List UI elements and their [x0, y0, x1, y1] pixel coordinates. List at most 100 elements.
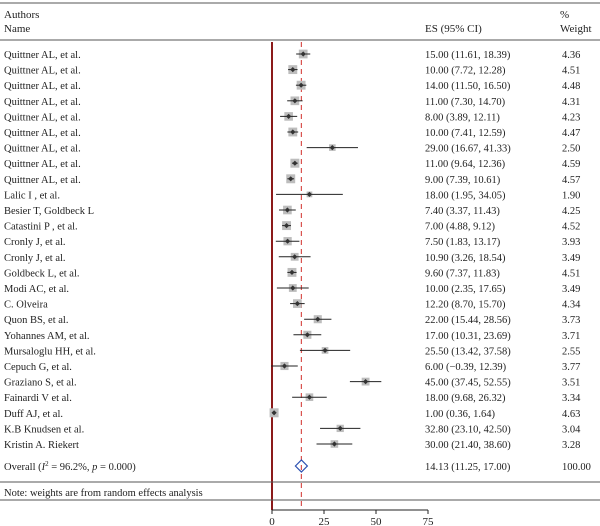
es-ci-text: 10.90 (3.26, 18.54) — [425, 253, 506, 264]
weight-value: 4.63 — [562, 409, 580, 420]
weight-value: 4.57 — [562, 175, 580, 186]
weight-value: 3.51 — [562, 378, 580, 389]
study-row: Quittner AL, et al. 15.00 (11.61, 18.39) 4… — [4, 49, 580, 61]
point-estimate — [286, 113, 292, 119]
point-estimate — [284, 207, 290, 213]
study-row: Quittner AL, et al. 11.00 (7.30, 14.70) 4.… — [4, 96, 580, 108]
weight-value: 1.90 — [562, 190, 580, 201]
study-name: Cronly J, et al. — [4, 253, 66, 264]
es-ci-text: 14.00 (11.50, 16.50) — [425, 81, 511, 92]
es-ci-text: 9.60 (7.37, 11.83) — [425, 268, 500, 279]
es-ci-text: 8.00 (3.89, 12.11) — [425, 112, 500, 123]
study-name: Lalic I , et al. — [4, 190, 60, 201]
es-ci-text: 9.00 (7.39, 10.61) — [425, 175, 501, 186]
study-row: Graziano S, et al. 45.00 (37.45, 52.55) 3.… — [4, 378, 580, 389]
weight-value: 3.34 — [562, 393, 581, 404]
es-header: ES (95% CI) — [425, 23, 482, 35]
x-axis: 0 25 50 75 — [269, 509, 435, 526]
study-name: Quittner AL, et al. — [4, 159, 81, 170]
point-estimate — [304, 332, 310, 338]
es-ci-text: 11.00 (7.30, 14.70) — [425, 97, 506, 108]
overall-diamond — [294, 459, 309, 473]
overall-weight: 100.00 — [562, 462, 591, 473]
study-row: Cronly J, et al. 7.50 (1.83, 13.17) 3.93 — [4, 237, 580, 248]
point-estimate — [289, 269, 295, 275]
study-row: Yohannes AM, et al. 17.00 (10.31, 23.69) 3… — [4, 330, 580, 342]
study-row: Duff AJ, et al. 1.00 (0.36, 1.64) 4.63 — [4, 408, 580, 420]
weight-value: 4.52 — [562, 222, 580, 233]
point-estimate — [271, 410, 277, 416]
es-ci-text: 10.00 (2.35, 17.65) — [425, 284, 506, 295]
study-row: Mursaloglu HH, et al. 25.50 (13.42, 37.58… — [4, 346, 580, 357]
point-estimate — [337, 425, 343, 431]
weight-value: 4.51 — [562, 66, 580, 77]
study-name: Quittner AL, et al. — [4, 66, 81, 77]
point-estimate — [288, 176, 294, 182]
study-row: Quon BS, et al. 22.00 (15.44, 28.56) 3.73 — [4, 315, 580, 326]
study-name: Goldbeck L, et al. — [4, 268, 80, 279]
overall-es-text: 14.13 (11.25, 17.00) — [425, 462, 511, 473]
weight-value: 3.77 — [562, 362, 580, 373]
point-estimate — [290, 285, 296, 291]
x-tick-label: 75 — [423, 516, 435, 526]
es-ci-text: 32.80 (23.10, 42.50) — [425, 424, 511, 435]
point-estimate — [283, 223, 290, 229]
weight-value: 4.51 — [562, 268, 580, 279]
weight-value: 4.31 — [562, 97, 580, 108]
es-ci-text: 30.00 (21.40, 38.60) — [425, 440, 511, 451]
point-estimate — [285, 238, 291, 244]
weight-value: 3.73 — [562, 315, 580, 326]
point-estimate — [294, 301, 300, 307]
x-tick-label: 0 — [269, 516, 275, 526]
point-estimate — [363, 379, 369, 385]
study-row: Modi AC, et al. 10.00 (2.35, 17.65) 3.49 — [4, 284, 580, 295]
study-name: K.B Knudsen et al. — [4, 424, 84, 435]
point-estimate — [292, 160, 298, 166]
overall-row: Overall (I2 = 96.2%, p = 0.000) 14.13 (1… — [4, 459, 591, 473]
study-name: Fainardi V et al. — [4, 393, 72, 404]
study-row: Quittner AL, et al. 29.00 (16.67, 41.33) 2… — [4, 144, 580, 155]
study-name: Quittner AL, et al. — [4, 97, 81, 108]
study-row: Quittner AL, et al. 8.00 (3.89, 12.11) 4.2… — [4, 112, 580, 123]
study-name: Quittner AL, et al. — [4, 144, 81, 155]
point-estimate — [298, 82, 304, 88]
study-name: Besier T, Goldbeck L — [4, 206, 94, 217]
weight-value: 4.36 — [562, 50, 580, 61]
weight-value: 4.59 — [562, 159, 580, 170]
weight-value: 4.34 — [562, 300, 581, 311]
weight-value: 4.23 — [562, 112, 580, 123]
point-estimate — [315, 316, 321, 322]
study-name: Cronly J, et al. — [4, 237, 66, 248]
es-ci-text: 1.00 (0.36, 1.64) — [425, 409, 495, 420]
weight-value: 2.55 — [562, 346, 580, 357]
point-estimate — [281, 363, 288, 369]
es-ci-text: 6.00 (−0.39, 12.39) — [425, 362, 507, 373]
weight-value: 3.49 — [562, 284, 580, 295]
study-row: Goldbeck L, et al. 9.60 (7.37, 11.83) 4.51 — [4, 267, 580, 279]
weight-value: 3.49 — [562, 253, 580, 264]
study-row: C. Olveira 12.20 (8.70, 15.70) 4.34 — [4, 299, 581, 311]
es-ci-text: 7.40 (3.37, 11.43) — [425, 206, 500, 217]
study-name: Quittner AL, et al. — [4, 50, 81, 61]
study-name: Catastini P , et al. — [4, 222, 78, 233]
point-estimate — [292, 98, 298, 104]
study-row: Quittner AL, et al. 9.00 (7.39, 10.61) 4.5… — [4, 174, 580, 186]
es-ci-text: 15.00 (11.61, 18.39) — [425, 50, 511, 61]
weight-value: 3.28 — [562, 440, 580, 451]
es-ci-text: 12.20 (8.70, 15.70) — [425, 300, 506, 311]
study-row: Quittner AL, et al. 11.00 (9.64, 12.36) 4.… — [4, 158, 580, 170]
point-estimate — [290, 67, 296, 73]
study-header-line1: Authors — [4, 9, 39, 21]
weight-value: 4.47 — [562, 128, 580, 139]
study-rows: Quittner AL, et al. 15.00 (11.61, 18.39) 4… — [4, 49, 581, 451]
study-row: Catastini P , et al. 7.00 (4.88, 9.12) 4.5… — [4, 221, 580, 233]
weight-value: 4.25 — [562, 206, 580, 217]
study-name: Quittner AL, et al. — [4, 112, 81, 123]
study-name: Quon BS, et al. — [4, 315, 68, 326]
footer-note: Note: weights are from random effects an… — [4, 488, 203, 499]
study-name: C. Olveira — [4, 300, 48, 311]
study-name: Modi AC, et al. — [4, 284, 69, 295]
es-ci-text: 10.00 (7.72, 12.28) — [425, 66, 506, 77]
weight-value: 2.50 — [562, 144, 580, 155]
